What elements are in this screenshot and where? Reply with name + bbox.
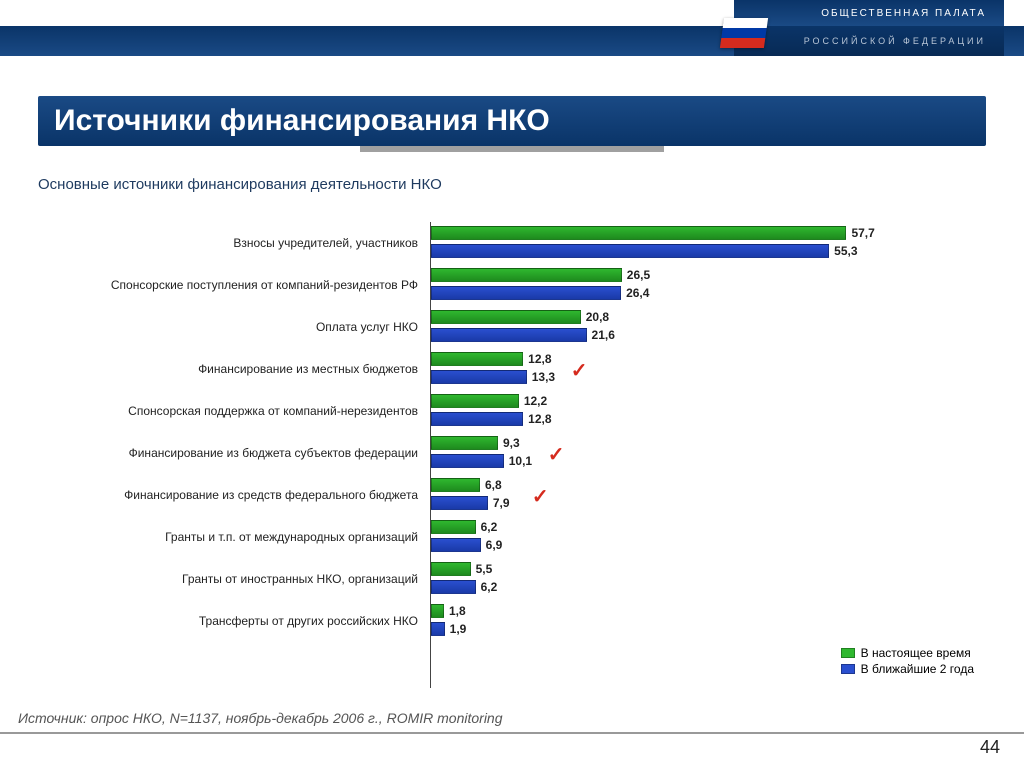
org-badge: ОБЩЕСТВЕННАЯ ПАЛАТА РОССИЙСКОЙ ФЕДЕРАЦИИ	[734, 0, 1004, 70]
value-label-a: 5,5	[470, 562, 493, 576]
legend-item-b: В ближайшие 2 года	[841, 662, 974, 676]
chart-row: Финансирование из местных бюджетов12,813…	[38, 348, 986, 390]
value-label-b: 6,9	[480, 538, 503, 552]
value-label-b: 10,1	[503, 454, 532, 468]
chart-row: Финансирование из средств федерального б…	[38, 474, 986, 516]
org-line1: ОБЩЕСТВЕННАЯ ПАЛАТА	[734, 0, 1004, 26]
value-label-b: 21,6	[586, 328, 615, 342]
chart-row: Гранты от иностранных НКО, организаций 5,…	[38, 558, 986, 600]
bar-series-b: 55,3	[431, 244, 829, 258]
value-label-a: 57,7	[845, 226, 874, 240]
source-citation: Источник: опрос НКО, N=1137, ноябрь-дека…	[18, 710, 503, 726]
chart-row: Спонсорская поддержка от компаний-нерези…	[38, 390, 986, 432]
bar-series-a: 9,3	[431, 436, 498, 450]
bar-series-b: 10,1	[431, 454, 504, 468]
bar-series-a: 57,7	[431, 226, 846, 240]
page-number: 44	[980, 737, 1000, 758]
legend-swatch-b	[841, 664, 855, 674]
value-label-a: 9,3	[497, 436, 520, 450]
value-label-b: 1,9	[444, 622, 467, 636]
category-label: Взносы учредителей, участников	[38, 236, 426, 250]
bar-chart: Взносы учредителей, участников 57,7 55,3 Сп…	[38, 222, 986, 688]
legend: В настоящее время В ближайшие 2 года	[841, 644, 974, 678]
chart-row: Гранты и т.п. от международных организац…	[38, 516, 986, 558]
footer-divider	[0, 732, 1024, 734]
value-label-b: 6,2	[475, 580, 498, 594]
bar-series-b: 13,3	[431, 370, 527, 384]
page-title: Источники финансирования НКО	[38, 96, 986, 146]
bar-series-a: 5,5	[431, 562, 471, 576]
value-label-a: 1,8	[443, 604, 466, 618]
check-icon: ✓	[571, 358, 588, 383]
title-underline	[360, 146, 663, 152]
category-label: Финансирование из бюджета субъектов феде…	[38, 446, 426, 460]
category-label: Спонсорская поддержка от компаний-нерези…	[38, 404, 426, 418]
check-icon: ✓	[532, 484, 549, 509]
category-label: Финансирование из средств федерального б…	[38, 488, 426, 502]
category-label: Трансферты от других российских НКО	[38, 614, 426, 628]
chart-row: Спонсорские поступления от компаний-рези…	[38, 264, 986, 306]
flag-icon	[720, 18, 768, 48]
chart-row: Взносы учредителей, участников 57,7 55,3	[38, 222, 986, 264]
bar-series-a: 6,2	[431, 520, 476, 534]
chart-row: Трансферты от других российских НКО1,81,…	[38, 600, 986, 642]
value-label-a: 6,8	[479, 478, 502, 492]
legend-label-b: В ближайшие 2 года	[861, 662, 974, 676]
bar-series-b: 6,9	[431, 538, 481, 552]
bar-series-b: 26,4	[431, 286, 621, 300]
chart-row: Финансирование из бюджета субъектов феде…	[38, 432, 986, 474]
title-area: Источники финансирования НКО	[38, 96, 986, 152]
check-icon: ✓	[548, 442, 565, 467]
value-label-b: 55,3	[828, 244, 857, 258]
value-label-b: 13,3	[526, 370, 555, 384]
chart-row: Оплата услуг НКО 20,8 21,6	[38, 306, 986, 348]
bar-series-a: 12,8	[431, 352, 523, 366]
bar-series-a: 20,8	[431, 310, 581, 324]
value-label-a: 6,2	[475, 520, 498, 534]
bar-series-a: 12,2	[431, 394, 519, 408]
bar-series-b: 6,2	[431, 580, 476, 594]
bar-series-a: 6,8	[431, 478, 480, 492]
bar-series-a: 26,5	[431, 268, 622, 282]
org-line2: РОССИЙСКОЙ ФЕДЕРАЦИИ	[734, 26, 1004, 56]
category-label: Оплата услуг НКО	[38, 320, 426, 334]
value-label-a: 26,5	[621, 268, 650, 282]
value-label-b: 26,4	[620, 286, 649, 300]
bar-series-b: 21,6	[431, 328, 587, 342]
legend-label-a: В настоящее время	[861, 646, 971, 660]
category-label: Спонсорские поступления от компаний-рези…	[38, 278, 426, 292]
value-label-b: 7,9	[487, 496, 510, 510]
value-label-a: 12,2	[518, 394, 547, 408]
value-label-a: 12,8	[522, 352, 551, 366]
bar-series-b: 1,9	[431, 622, 445, 636]
legend-item-a: В настоящее время	[841, 646, 974, 660]
legend-swatch-a	[841, 648, 855, 658]
value-label-a: 20,8	[580, 310, 609, 324]
value-label-b: 12,8	[522, 412, 551, 426]
subtitle: Основные источники финансирования деятел…	[38, 176, 442, 193]
bar-series-a: 1,8	[431, 604, 444, 618]
category-label: Финансирование из местных бюджетов	[38, 362, 426, 376]
category-label: Гранты от иностранных НКО, организаций	[38, 572, 426, 586]
category-label: Гранты и т.п. от международных организац…	[38, 530, 426, 544]
bar-series-b: 7,9	[431, 496, 488, 510]
bar-series-b: 12,8	[431, 412, 523, 426]
